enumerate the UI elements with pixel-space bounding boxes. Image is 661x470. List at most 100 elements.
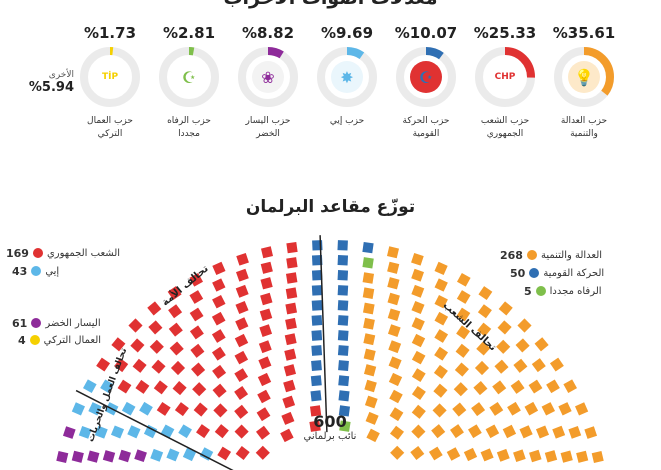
seat bbox=[428, 446, 443, 461]
seat bbox=[362, 287, 375, 299]
seat bbox=[100, 379, 114, 394]
legend-item-mhp: الحركة القومية 50 bbox=[510, 265, 604, 281]
seat bbox=[160, 424, 175, 439]
seat bbox=[236, 268, 249, 282]
seat bbox=[364, 395, 378, 409]
total-seats-number: 600 bbox=[313, 412, 347, 431]
seat bbox=[477, 322, 492, 337]
seat bbox=[71, 450, 84, 463]
seat bbox=[311, 315, 323, 326]
seat bbox=[455, 343, 470, 358]
seat bbox=[534, 337, 549, 352]
seat bbox=[211, 329, 226, 343]
seat bbox=[411, 268, 424, 282]
seat bbox=[88, 402, 102, 416]
party-percentage: %8.82 bbox=[241, 24, 295, 42]
seat bbox=[310, 375, 322, 387]
seat bbox=[281, 411, 295, 425]
seat bbox=[156, 401, 171, 416]
legend-count: 4 bbox=[18, 333, 26, 347]
total-seats-label: نائب برلماني bbox=[303, 431, 357, 442]
party-share-arc bbox=[317, 47, 377, 107]
seat bbox=[450, 424, 464, 439]
seat bbox=[128, 318, 143, 333]
seat bbox=[338, 360, 349, 372]
party-card: %1.73 TİP حزب العمال التركي bbox=[71, 24, 149, 141]
seat bbox=[388, 356, 402, 370]
seat bbox=[259, 308, 273, 321]
seat bbox=[143, 424, 158, 439]
seat bbox=[285, 272, 298, 284]
seat bbox=[489, 401, 504, 416]
seat bbox=[513, 358, 528, 373]
seat bbox=[362, 302, 375, 315]
party-name: حزب الرفاه مجددا bbox=[167, 116, 211, 139]
seat bbox=[189, 325, 204, 340]
legend-count: 5 bbox=[524, 284, 532, 298]
seat bbox=[235, 300, 249, 315]
seat bbox=[153, 380, 168, 395]
seat bbox=[189, 272, 204, 287]
seat bbox=[256, 407, 271, 422]
seat bbox=[544, 450, 558, 463]
seat bbox=[363, 333, 376, 346]
seat bbox=[56, 450, 69, 464]
seat bbox=[286, 241, 298, 254]
seat bbox=[285, 287, 298, 299]
seat bbox=[309, 405, 322, 417]
seat bbox=[283, 364, 297, 377]
party-donut: TİP bbox=[78, 45, 142, 109]
seat bbox=[338, 375, 350, 387]
blue-dot-icon bbox=[529, 268, 540, 278]
legend-label: إيي bbox=[45, 265, 60, 277]
seat bbox=[558, 402, 572, 416]
legend-label: الحركة القومية bbox=[543, 267, 605, 279]
seat bbox=[182, 447, 197, 462]
seat bbox=[311, 345, 323, 356]
seat bbox=[496, 448, 510, 462]
legend-item-iyi: 43 إيي bbox=[12, 263, 59, 279]
seat bbox=[285, 317, 297, 330]
seat bbox=[139, 401, 153, 416]
seat bbox=[234, 368, 249, 382]
seat bbox=[310, 390, 322, 402]
seat bbox=[411, 350, 426, 365]
seat bbox=[114, 358, 129, 373]
seat bbox=[121, 401, 136, 416]
chp-logo-icon: CHP bbox=[489, 61, 521, 93]
party-share-arc bbox=[396, 47, 456, 107]
party-percentage: %1.73 bbox=[83, 24, 137, 42]
legend-count: 50 bbox=[510, 266, 526, 280]
seat bbox=[337, 330, 349, 341]
red-dot-icon bbox=[32, 248, 43, 258]
seat bbox=[452, 402, 467, 417]
seat bbox=[563, 379, 578, 394]
seat bbox=[260, 261, 273, 274]
seat bbox=[434, 278, 448, 292]
seat bbox=[258, 356, 272, 370]
seat bbox=[502, 424, 517, 439]
seat bbox=[362, 272, 375, 284]
seat bbox=[62, 426, 76, 439]
party-name: حزب الحركة القومية bbox=[402, 116, 450, 139]
seat bbox=[311, 285, 323, 296]
seat bbox=[258, 340, 272, 354]
seat bbox=[390, 445, 405, 460]
seat bbox=[283, 379, 296, 393]
party-name: حزب اليسار الخضر bbox=[245, 116, 291, 139]
party-share-arc bbox=[475, 47, 535, 107]
seat bbox=[282, 395, 296, 409]
seat bbox=[434, 346, 449, 361]
seat bbox=[498, 301, 513, 316]
lightblue-dot-icon bbox=[31, 266, 42, 276]
seat bbox=[285, 302, 298, 315]
total-seats: 600 نائب برلماني bbox=[295, 412, 365, 442]
seat bbox=[255, 445, 270, 460]
seat bbox=[386, 246, 400, 259]
seat bbox=[257, 372, 272, 387]
party-card: %10.07 ☪ حزب الحركة القومية bbox=[387, 24, 465, 141]
seat bbox=[212, 278, 226, 292]
seat bbox=[96, 357, 111, 372]
seat bbox=[433, 383, 448, 398]
